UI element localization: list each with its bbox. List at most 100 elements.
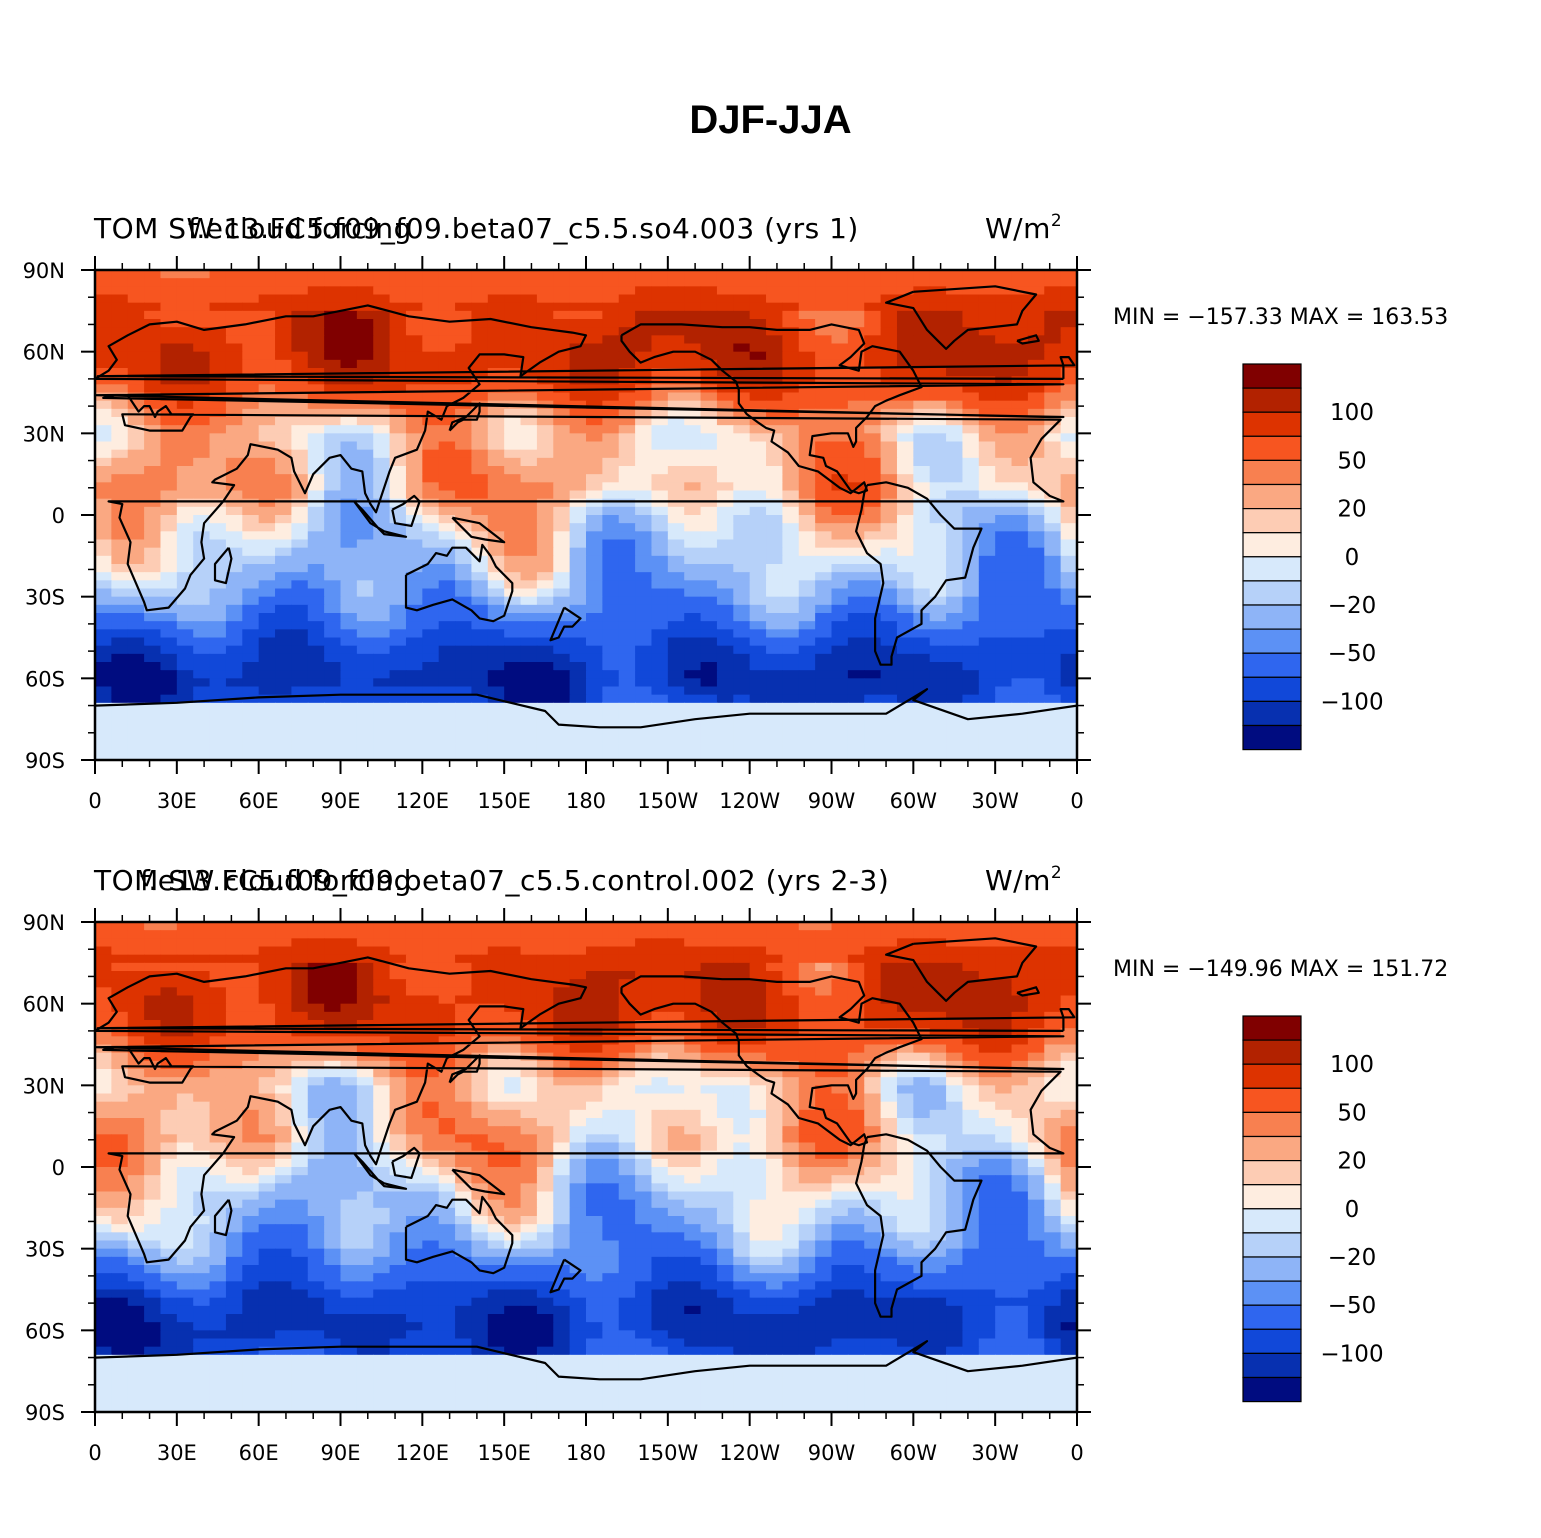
colorbar-swatch (1242, 1232, 1302, 1258)
colorbar-swatch (1242, 628, 1302, 654)
min-max-stats: MIN = −157.33 MAX = 163.53 (1113, 305, 1448, 330)
map-area: 0 30E 60E 90E 120E 150E 180 150W 120W 90W 60W 30W 09… (23, 908, 1091, 1465)
sw-cloud-forcing-field (95, 922, 1077, 1412)
colorbar-swatch (1242, 483, 1302, 510)
colorbar-swatch (1242, 1280, 1302, 1306)
colorbar-label: 100 (1330, 400, 1374, 426)
colorbar-label: −100 (1320, 689, 1383, 715)
colorbar-swatch (1242, 556, 1302, 582)
colorbar-swatch (1242, 580, 1302, 606)
colorbar-swatch (1242, 1184, 1302, 1210)
y-tick-label: 90S (25, 749, 65, 773)
x-tick-label: 60W (890, 789, 938, 813)
x-tick-label: 150W (637, 1441, 698, 1465)
colorbar-label: −20 (1328, 1245, 1377, 1271)
x-tick-label: 60E (239, 1441, 279, 1465)
colorbar-label: 0 (1345, 545, 1360, 571)
x-tick-label: 180 (566, 789, 606, 813)
colorbar-swatch (1242, 604, 1302, 630)
x-tick-label: 30E (157, 1441, 197, 1465)
colorbar-swatch (1242, 1376, 1302, 1403)
colorbar-label: −50 (1328, 641, 1377, 667)
colorbar-swatch (1242, 411, 1302, 437)
x-tick-label: 90W (808, 1441, 856, 1465)
y-tick-label: 30N (23, 1074, 65, 1098)
colorbar-label: 0 (1345, 1197, 1360, 1223)
panel-left-title: TOM SW cloud forcing (93, 864, 412, 897)
colorbar-swatch (1242, 1015, 1302, 1041)
y-tick-label: 60S (25, 1319, 65, 1343)
x-tick-label: 60E (239, 789, 279, 813)
colorbar-swatch (1242, 1304, 1302, 1330)
y-tick-label: 90S (25, 1401, 65, 1425)
x-tick-label: 0 (1070, 789, 1083, 813)
colorbar-label: 100 (1330, 1052, 1374, 1078)
x-tick-label: 120E (396, 789, 449, 813)
x-tick-label: 0 (1070, 1441, 1083, 1465)
colorbar-swatch (1242, 1256, 1302, 1282)
colorbar-label: −100 (1320, 1341, 1383, 1367)
x-tick-label: 30W (971, 789, 1019, 813)
y-tick-label: 60S (25, 667, 65, 691)
colorbar: 100 50 20 0 −20 −50 −100 (1242, 363, 1384, 751)
colorbar-label: 20 (1337, 1149, 1366, 1175)
y-tick-label: 30S (25, 1238, 65, 1262)
colorbar-swatch (1242, 1328, 1302, 1354)
y-tick-label: 60N (23, 341, 65, 365)
colorbar-swatch (1242, 532, 1302, 558)
panel-left-title: TOM SW cloud forcing (93, 212, 412, 245)
colorbar-swatch (1242, 724, 1302, 751)
colorbar-swatch (1242, 1208, 1302, 1234)
map-area: 0 30E 60E 90E 120E 150E 180 150W 120W 90W 60W 30W 09… (23, 256, 1091, 813)
x-tick-label: 90E (321, 789, 361, 813)
panel-case-title: f.e13.FC5.f09_f09.beta07_c5.5.so4.003 (y… (188, 212, 859, 245)
panel-case-title: f.e13.FC5.f09_f09.beta07_c5.5.control.00… (140, 864, 889, 897)
y-tick-label: 90N (23, 911, 65, 935)
colorbar: 100 50 20 0 −20 −50 −100 (1242, 1015, 1384, 1403)
colorbar-swatch (1242, 1135, 1302, 1162)
x-tick-label: 0 (88, 789, 101, 813)
colorbar-swatch (1242, 1160, 1302, 1186)
colorbar-label: 50 (1337, 448, 1366, 474)
x-tick-label: 120E (396, 1441, 449, 1465)
y-tick-label: 30N (23, 422, 65, 446)
colorbar-swatch (1242, 435, 1302, 461)
panel-units: W/m2 (985, 211, 1062, 245)
x-tick-label: 90W (808, 789, 856, 813)
min-max-stats: MIN = −149.96 MAX = 151.72 (1113, 957, 1448, 982)
y-tick-label: 0 (52, 1156, 65, 1180)
x-tick-label: 150E (477, 789, 530, 813)
panel-units: W/m2 (985, 863, 1062, 897)
map-panel-bottom: TOM SW cloud forcing f.e13.FC5.f09_f09.b… (0, 652, 1541, 1465)
x-tick-label: 60W (890, 1441, 938, 1465)
map-panel-top: TOM SW cloud forcing f.e13.FC5.f09_f09.b… (0, 0, 1541, 813)
y-tick-label: 90N (23, 259, 65, 283)
y-tick-label: 0 (52, 504, 65, 528)
coastlines (95, 937, 1077, 1381)
map-panel-svg: TOM SW cloud forcing f.e13.FC5.f09_f09.b… (23, 863, 1449, 1465)
x-tick-label: 30E (157, 789, 197, 813)
colorbar-swatch (1242, 387, 1302, 413)
x-tick-label: 120W (719, 789, 780, 813)
colorbar-label: −50 (1328, 1293, 1377, 1319)
colorbar-label: −20 (1328, 593, 1377, 619)
x-tick-label: 150E (477, 1441, 530, 1465)
x-tick-label: 0 (88, 1441, 101, 1465)
colorbar-swatch (1242, 1039, 1302, 1065)
x-tick-label: 90E (321, 1441, 361, 1465)
colorbar-swatch (1242, 652, 1302, 678)
x-tick-label: 150W (637, 789, 698, 813)
colorbar-swatch (1242, 1087, 1302, 1113)
x-tick-label: 180 (566, 1441, 606, 1465)
page-title: DJF-JJA (689, 98, 852, 142)
colorbar-swatch (1242, 1063, 1302, 1089)
colorbar-swatch (1242, 508, 1302, 534)
colorbar-label: 50 (1337, 1100, 1366, 1126)
map-panel-svg: TOM SW cloud forcing f.e13.FC5.f09_f09.b… (23, 211, 1449, 813)
x-tick-label: 120W (719, 1441, 780, 1465)
colorbar-swatch (1242, 363, 1302, 389)
colorbar-swatch (1242, 1111, 1302, 1138)
x-tick-label: 30W (971, 1441, 1019, 1465)
coastlines (95, 285, 1077, 729)
y-tick-label: 60N (23, 993, 65, 1017)
